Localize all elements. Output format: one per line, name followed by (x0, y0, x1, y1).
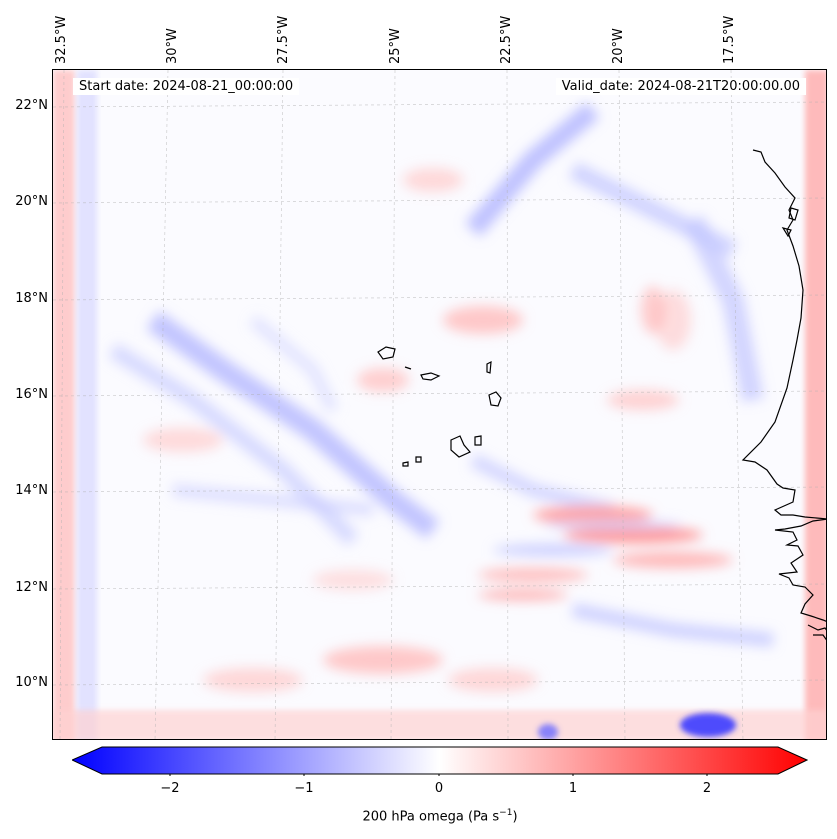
start-date-label: Start date: 2024-08-21_00:00:00 (73, 78, 300, 95)
colorbar-label-exponent: −1 (499, 808, 513, 818)
cb-tick-minus-1: −1 (294, 781, 314, 796)
field-features (108, 102, 774, 692)
colorbar-label: 200 hPa omega (Pa s−1) (0, 808, 837, 824)
lon-label-32-5w: 32.5°W (54, 15, 69, 64)
cb-tick-2: 2 (702, 781, 712, 796)
lat-label-16n: 16°N (15, 387, 48, 402)
east-boundary-zone (805, 70, 826, 739)
map-panel: Start date: 2024-08-21_00:00:00 Valid_da… (52, 69, 827, 740)
gridlines (53, 70, 826, 739)
colorbar-label-close: ) (512, 809, 518, 825)
cabo-verde-islands (377, 346, 502, 467)
lat-label-22n: 22°N (15, 98, 48, 113)
west-inner-boundary (77, 70, 97, 739)
lon-label-20w: 20°W (611, 28, 626, 64)
colorbar (72, 746, 808, 776)
lat-label-10n: 10°N (15, 675, 48, 690)
lat-label-18n: 18°N (15, 291, 48, 306)
cb-tick-minus-2: −2 (160, 781, 180, 796)
omega-field-map (53, 70, 826, 739)
lon-label-30w: 30°W (165, 28, 180, 64)
africa-coastline (741, 149, 826, 641)
lat-label-14n: 14°N (15, 483, 48, 498)
lon-label-17-5w: 17.5°W (722, 15, 737, 64)
lat-label-20n: 20°N (15, 194, 48, 209)
west-boundary-zone (53, 70, 75, 739)
lat-label-12n: 12°N (15, 580, 48, 595)
cb-tick-1: 1 (568, 781, 578, 796)
lon-label-22-5w: 22.5°W (499, 15, 514, 64)
valid-date-label: Valid_date: 2024-08-21T20:00:00.00 (555, 78, 806, 95)
cb-tick-0: 0 (434, 781, 444, 796)
lon-label-27-5w: 27.5°W (276, 15, 291, 64)
colorbar-label-text: 200 hPa omega (Pa s (362, 809, 500, 825)
colorbar-gradient (72, 746, 808, 775)
strong-upward-cell (538, 713, 736, 739)
lon-label-25w: 25°W (388, 28, 403, 64)
